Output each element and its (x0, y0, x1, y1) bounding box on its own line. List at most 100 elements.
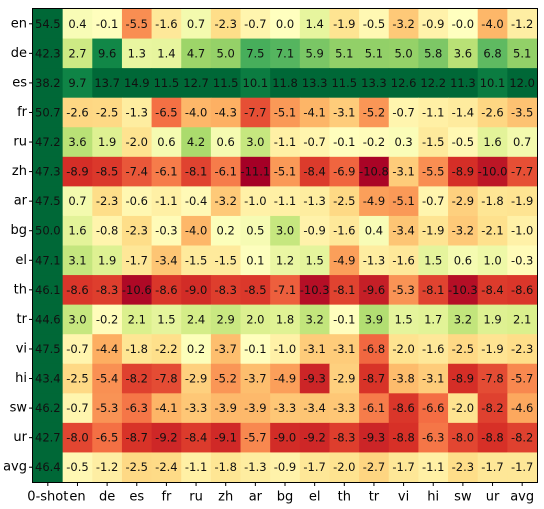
heatmap-cell (329, 334, 360, 365)
cell-value: 11.8 (272, 76, 298, 90)
heatmap-cell (418, 186, 449, 217)
column-label: sw (454, 490, 472, 505)
cell-value: -1.3 (303, 194, 325, 208)
cell-value: -8.6 (392, 401, 414, 415)
heatmap-cell (388, 68, 419, 99)
cell-value: -1.9 (422, 224, 444, 238)
heatmap-cell (240, 304, 271, 335)
heatmap-cell (181, 186, 212, 217)
column-label: hi (427, 490, 439, 505)
cell-value: 11.5 (331, 76, 357, 90)
column-label: en (69, 490, 85, 505)
cell-value: -3.2 (392, 17, 414, 31)
heatmap-cell (240, 38, 271, 69)
heatmap-cell (359, 9, 390, 40)
row-label: el (15, 253, 27, 268)
heatmap-cell (210, 9, 242, 40)
heatmap-cell (329, 422, 360, 453)
cell-value: 50.0 (35, 224, 61, 238)
heatmap-cell (418, 393, 449, 424)
cell-value: -1.1 (274, 194, 296, 208)
heatmap-cell (359, 304, 390, 335)
heatmap-cell (181, 68, 212, 99)
heatmap-cell (210, 363, 242, 394)
heatmap-cell (240, 215, 271, 246)
heatmap-cell (270, 452, 301, 483)
heatmap-cell (33, 334, 64, 365)
heatmap-cell (329, 452, 360, 483)
cell-value: 38.2 (35, 76, 61, 90)
cell-value: 1.4 (305, 17, 323, 31)
cell-value: 11.5 (213, 76, 239, 90)
heatmap-cell (92, 68, 123, 99)
cell-value: -1.1 (422, 460, 444, 474)
heatmap-cell (507, 9, 538, 40)
heatmap-cell (418, 9, 449, 40)
heatmap-cell (210, 245, 242, 276)
heatmap-cell (121, 452, 153, 483)
heatmap-cell (240, 68, 271, 99)
heatmap-cell (210, 97, 242, 128)
cell-value: 3.6 (68, 135, 86, 149)
cell-value: -1.8 (481, 194, 503, 208)
cell-value: 0.4 (365, 224, 383, 238)
heatmap-cell (388, 156, 419, 187)
cell-value: -9.2 (155, 431, 177, 445)
heatmap-cell (477, 422, 508, 453)
cell-value: -1.6 (392, 253, 414, 267)
cell-value: -0.9 (422, 17, 444, 31)
cell-value: -3.7 (214, 342, 236, 356)
plot-frame (32, 8, 538, 483)
cell-value: 4.7 (187, 46, 205, 60)
heatmap-cell (33, 275, 64, 306)
heatmap-cell (121, 275, 153, 306)
heatmap-cell (151, 334, 182, 365)
heatmap-cell (388, 422, 419, 453)
cell-value: 11.5 (154, 76, 180, 90)
heatmap-cell (92, 334, 123, 365)
heatmap-cell (507, 304, 538, 335)
cell-value: -1.6 (333, 224, 355, 238)
cell-value: -4.1 (303, 105, 325, 119)
cell-value: 0.5 (246, 224, 264, 238)
cell-value: 7.1 (276, 46, 294, 60)
cell-value: -4.9 (274, 372, 296, 386)
cell-value: 0.2 (187, 342, 205, 356)
heatmap-cell (92, 127, 123, 158)
cell-value: -8.8 (392, 431, 414, 445)
cell-value: 1.7 (424, 312, 442, 326)
heatmap-cell (448, 68, 479, 99)
heatmap-cell (448, 452, 479, 483)
heatmap-cell (33, 97, 64, 128)
heatmap-cell (359, 156, 390, 187)
heatmap-cell (418, 156, 449, 187)
cell-value: 0.2 (217, 224, 235, 238)
cell-value: -5.1 (392, 194, 414, 208)
heatmap-cell (62, 127, 93, 158)
heatmap-cell (33, 452, 64, 483)
heatmap-cell (151, 156, 182, 187)
heatmap-cell (299, 422, 330, 453)
cell-value: -1.7 (126, 253, 148, 267)
heatmap-cell (181, 334, 212, 365)
cell-value: -7.1 (274, 283, 296, 297)
heatmap-cell (388, 97, 419, 128)
heatmap-cell (240, 127, 271, 158)
heatmap-cell (359, 275, 390, 306)
heatmap-cell (329, 245, 360, 276)
heatmap-cell (33, 304, 64, 335)
heatmap-cell (210, 186, 242, 217)
cell-value: -8.3 (96, 283, 118, 297)
cell-value: -3.3 (333, 401, 355, 415)
column-label: fr (161, 490, 172, 505)
cell-value: 47.5 (35, 194, 61, 208)
cell-value: 3.0 (246, 135, 264, 149)
cell-value: -0.4 (185, 194, 207, 208)
cell-value: -1.5 (185, 253, 207, 267)
heatmap-cell (448, 186, 479, 217)
heatmap-cell (448, 38, 479, 69)
cell-value: -8.7 (126, 431, 148, 445)
heatmap-cell (507, 156, 538, 187)
cell-value: -8.2 (511, 431, 533, 445)
cell-value: -1.0 (274, 342, 296, 356)
